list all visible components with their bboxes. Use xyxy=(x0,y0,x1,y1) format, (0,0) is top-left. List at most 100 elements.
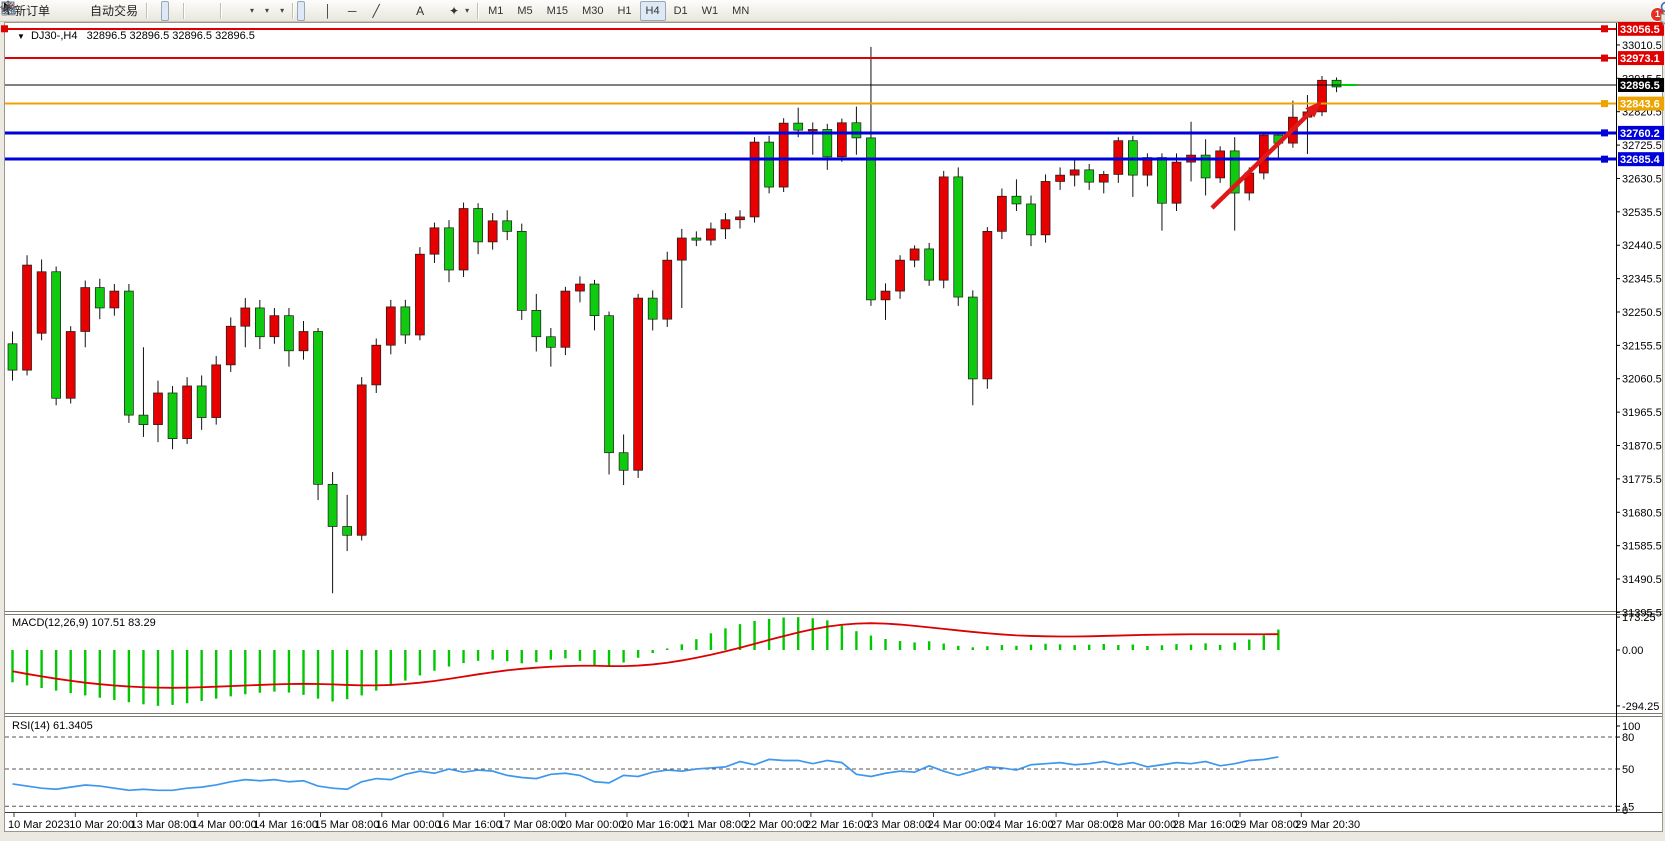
candle-body xyxy=(342,526,352,536)
candle-body xyxy=(676,237,687,261)
candle-body xyxy=(720,219,731,230)
timeframe-button-M30[interactable]: M30 xyxy=(582,4,604,17)
level-line-handle[interactable] xyxy=(1601,25,1608,33)
trend-arrow[interactable] xyxy=(1210,111,1312,210)
candle-body xyxy=(924,248,935,281)
timeframe-button-D1[interactable]: D1 xyxy=(673,4,688,17)
level-line-handle[interactable] xyxy=(1601,100,1608,108)
toolbar-separator xyxy=(183,2,185,19)
add-indicator-button[interactable]: ▾ xyxy=(1,1,258,21)
price-tick-label: 31490.5 xyxy=(1622,574,1662,586)
price-level-label: 32973.1 xyxy=(1620,53,1660,65)
candle-body xyxy=(153,392,163,425)
trendline-icon: ╱ xyxy=(372,3,380,18)
dropdown-arrow-icon: ▾ xyxy=(250,6,255,15)
trend-arrow-head[interactable] xyxy=(1305,101,1322,118)
candle-body xyxy=(1084,169,1095,183)
candle-body xyxy=(458,208,469,271)
candle-body xyxy=(269,315,280,338)
line-chart-type-button[interactable] xyxy=(1,1,179,21)
price-level-box xyxy=(1618,51,1664,66)
auto-trading-button[interactable]: 自动交易 xyxy=(0,0,142,21)
price-tick-label: 32250.5 xyxy=(1622,307,1662,319)
candle-body xyxy=(749,141,760,218)
candle-body xyxy=(589,283,600,317)
timeframe-button-W1[interactable]: W1 xyxy=(701,4,719,17)
time-axis-label: 24 Mar 16:00 xyxy=(989,819,1054,831)
fibonacci-tool-button[interactable]: F xyxy=(2,1,407,21)
candle-body xyxy=(138,414,149,425)
candle-body xyxy=(880,290,891,301)
candle-body xyxy=(356,384,367,536)
candle-body xyxy=(298,331,309,352)
auto-trading-label: 自动交易 xyxy=(90,4,139,18)
horizontal-line-tool-button[interactable]: ─ xyxy=(341,1,363,21)
price-level-label: 32760.2 xyxy=(1620,128,1660,140)
timeframe-button-MN[interactable]: MN xyxy=(732,4,750,17)
search-icon[interactable] xyxy=(1659,0,1665,16)
timeframe-button-H1[interactable]: H1 xyxy=(617,4,632,17)
zoom-out-button[interactable] xyxy=(1,1,206,21)
candle-body xyxy=(225,325,236,366)
auto-scroll-button[interactable] xyxy=(1,1,233,21)
candle-body xyxy=(385,306,396,346)
candle-body xyxy=(967,296,978,380)
price-tick-label: 31680.5 xyxy=(1622,507,1662,519)
macd-axis-label: -294.25 xyxy=(1622,701,1659,713)
trendline-tool-button[interactable]: ╱ xyxy=(365,1,387,21)
signals-button[interactable] xyxy=(1,1,84,21)
new-order-button[interactable]: 新订单 xyxy=(1,1,54,21)
candle-body xyxy=(938,176,949,281)
bar-chart-type-button[interactable] xyxy=(1,1,159,21)
arrows-tool-button[interactable]: ✦ ▾ xyxy=(443,1,473,21)
label-tool-icon: T xyxy=(2,2,14,14)
price-level-label: 32843.6 xyxy=(1620,99,1660,111)
rsi-axis-label: 80 xyxy=(1622,732,1634,744)
cursor-tool-button[interactable] xyxy=(4,0,306,21)
level-line-handle[interactable] xyxy=(1601,155,1608,163)
level-line-handle[interactable] xyxy=(1,25,8,33)
candle-body xyxy=(909,248,920,261)
timeframe-button-M5[interactable]: M5 xyxy=(517,4,533,17)
tile-windows-button[interactable] xyxy=(2,1,216,21)
time-axis-label: 23 Mar 08:00 xyxy=(866,819,931,831)
zoom-in-button[interactable] xyxy=(1,1,196,21)
crosshair-tool-button[interactable] xyxy=(2,1,315,21)
price-level-box xyxy=(1618,96,1664,111)
candle-body xyxy=(764,141,774,188)
chart-window-frame xyxy=(4,22,1663,832)
template-dropdown-button[interactable]: ▾ xyxy=(1,1,288,21)
timeframe-button-M1[interactable]: M1 xyxy=(488,4,504,17)
price-level-label: 32896.5 xyxy=(1620,80,1660,92)
candle-chart-type-button[interactable] xyxy=(1,0,170,21)
shapes-icon: ✦ xyxy=(449,3,460,18)
candle-body xyxy=(22,264,32,371)
dropdown-arrow-icon: ▾ xyxy=(265,6,270,15)
timeframe-button-H4[interactable]: H4 xyxy=(639,0,666,21)
candle-body xyxy=(807,129,818,132)
terminal-button[interactable] xyxy=(0,1,74,21)
price-level-box xyxy=(1618,125,1664,140)
chart-shift-button[interactable] xyxy=(1,1,243,21)
candle-body xyxy=(167,392,178,440)
candle-body xyxy=(313,331,323,485)
level-line-handle[interactable] xyxy=(1601,129,1608,137)
vertical-line-tool-button[interactable]: │ xyxy=(317,1,339,21)
dropdown-arrow-icon: ▾ xyxy=(465,6,470,15)
chart-window-background xyxy=(5,23,1662,831)
candle-body xyxy=(822,129,833,158)
new-order-label: 新订单 xyxy=(14,4,51,18)
market-depth-button[interactable] xyxy=(1,1,64,21)
time-axis-label: 24 Mar 00:00 xyxy=(928,819,993,831)
timeframe-button-M15[interactable]: M15 xyxy=(546,4,569,17)
period-dropdown-button[interactable]: ▾ xyxy=(1,1,273,21)
label-tool-button[interactable]: T xyxy=(2,1,441,21)
time-axis-label: 29 Mar 20:30 xyxy=(1295,819,1360,831)
candle-body xyxy=(866,137,876,301)
text-tool-button[interactable]: A xyxy=(409,1,431,21)
channel-tool-button[interactable]: E xyxy=(1,1,397,21)
candle-body xyxy=(706,228,716,241)
candle-body xyxy=(662,259,673,320)
level-line-handle[interactable] xyxy=(1601,54,1608,62)
